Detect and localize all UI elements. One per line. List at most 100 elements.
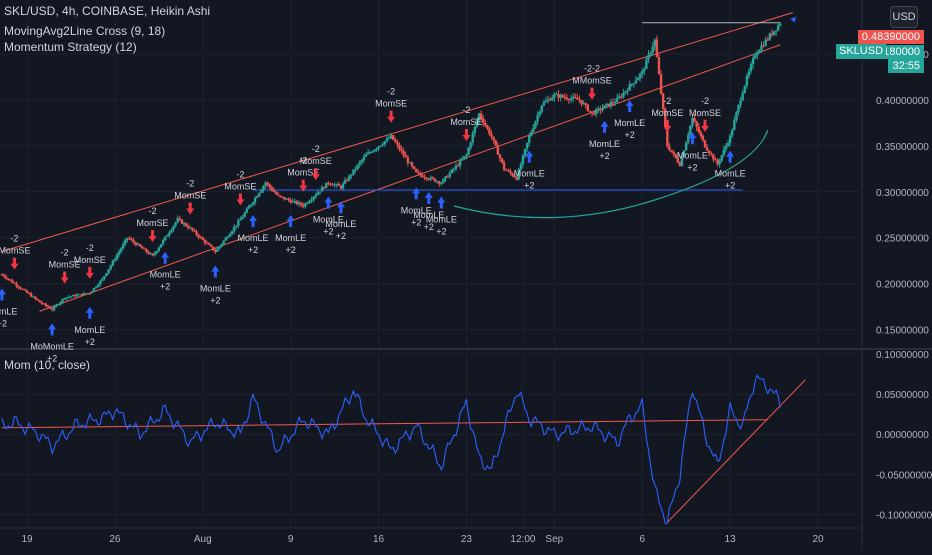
candle-body <box>232 226 236 232</box>
long-signal-label: MoMomLE <box>30 341 74 351</box>
candle-body <box>599 108 602 111</box>
candle-body <box>279 195 282 197</box>
long-arrow-icon <box>48 323 57 336</box>
long-signal-label: MomLE <box>426 215 457 225</box>
candle-body <box>592 112 596 115</box>
candle-body <box>243 212 246 217</box>
candle-body <box>389 135 393 139</box>
candle-body <box>245 208 248 213</box>
time-tick-label: 13 <box>725 534 737 545</box>
indicator-momentum-strategy-label[interactable]: Momentum Strategy (12) <box>4 40 137 54</box>
candle-body <box>605 103 608 106</box>
long-entry-signal: MomLE +2 <box>150 251 181 292</box>
candle-body <box>647 54 650 60</box>
candle-body <box>737 104 740 113</box>
long-arrow-icon <box>625 100 634 113</box>
short-signal-label: MomSE <box>287 168 319 178</box>
long-signal-qty: +2 <box>436 227 446 237</box>
candle-body <box>193 230 196 232</box>
candle-body <box>107 269 110 274</box>
candle-body <box>159 244 163 248</box>
candle-body <box>266 182 269 185</box>
candle-body <box>109 265 112 270</box>
candle-body <box>15 283 18 287</box>
candle-body <box>760 45 763 51</box>
candle-body <box>743 85 746 93</box>
candle-body <box>770 33 774 35</box>
candle-body <box>515 177 518 180</box>
price-tick-label: 0.35000000 <box>876 142 929 153</box>
candle-body <box>502 162 506 170</box>
candle-body <box>571 96 575 99</box>
candle-body <box>714 159 717 161</box>
candle-body <box>463 156 466 159</box>
long-signal-qty: +2 <box>687 162 697 172</box>
candle-body <box>293 201 297 203</box>
candle-body <box>184 223 188 227</box>
short-signal-label: MomSE <box>49 259 81 269</box>
candle-body <box>578 99 581 101</box>
candle-body <box>140 246 144 249</box>
chart-title[interactable]: SKL/USD, 4h, COINBASE, Heikin Ashi <box>4 4 211 18</box>
short-entry-signal: MomSE -2 <box>287 156 319 192</box>
candle-body <box>394 139 397 143</box>
short-arrow-icon <box>186 202 195 215</box>
candle-body <box>724 145 728 150</box>
time-tick-label: 23 <box>461 534 473 545</box>
candle-body <box>199 237 202 239</box>
candle-body <box>134 242 138 246</box>
short-signal-qty: -2 <box>663 96 671 106</box>
candle-body <box>548 99 552 101</box>
candle-body <box>718 160 721 165</box>
candle-body <box>320 187 324 192</box>
candle-body <box>410 162 414 167</box>
candle-body <box>228 234 232 237</box>
candle-body <box>657 56 661 75</box>
candle-body <box>73 295 77 297</box>
candle-body <box>316 192 320 195</box>
candle-body <box>689 125 692 135</box>
price-tick-label: 0.20000000 <box>876 280 929 291</box>
candle-body <box>687 134 690 143</box>
candle-body <box>331 184 334 186</box>
candle-body <box>13 282 16 284</box>
candle-body <box>258 192 261 197</box>
drawing-layer[interactable] <box>1 0 806 523</box>
candle-body <box>86 293 89 295</box>
candle-body <box>166 235 169 237</box>
candle-body <box>590 111 594 113</box>
time-tick-label: 20 <box>812 534 824 545</box>
short-signal-qty: -2-2 <box>584 64 600 74</box>
candle-body <box>0 274 4 276</box>
candle-body <box>484 122 487 126</box>
candle-body <box>381 144 384 146</box>
candle-body <box>678 162 682 166</box>
candle-body <box>207 243 211 245</box>
candle-body <box>754 55 757 58</box>
candle-body <box>32 296 35 298</box>
candles-layer <box>0 21 782 312</box>
long-arrow-icon <box>211 265 220 278</box>
indicator-ma-cross-label[interactable]: MovingAvg2Line Cross (9, 18) <box>4 24 166 38</box>
candle-body <box>237 220 240 226</box>
candle-body <box>764 39 767 46</box>
momentum-pane-label[interactable]: Mom (10, close) <box>4 358 91 372</box>
candle-body <box>364 154 368 157</box>
candle-body <box>641 70 644 74</box>
candle-body <box>741 92 744 101</box>
candle-body <box>779 24 782 26</box>
candle-body <box>128 237 131 240</box>
candle-body <box>172 225 175 230</box>
currency-button[interactable]: USD <box>890 6 918 28</box>
candle-body <box>136 244 140 246</box>
candle-body <box>19 287 22 289</box>
candle-body <box>182 223 186 225</box>
candle-body <box>415 168 418 173</box>
candle-body <box>63 298 66 300</box>
candle-body <box>417 172 420 174</box>
candle-body <box>358 162 361 165</box>
momentum-pane[interactable] <box>1 374 781 525</box>
candle-body <box>253 197 257 203</box>
